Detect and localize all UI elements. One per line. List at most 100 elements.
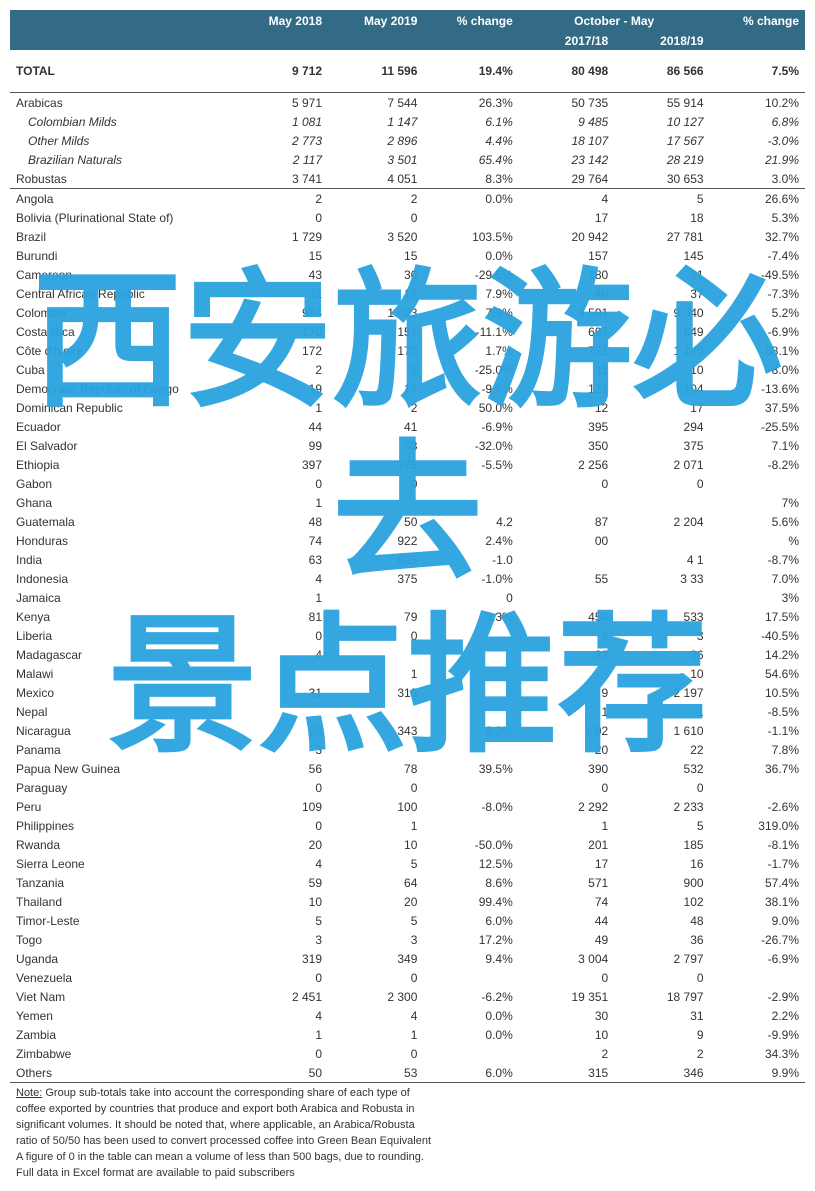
table-row: Yemen440.0%30312.2% bbox=[10, 1006, 805, 1025]
row-value bbox=[423, 778, 518, 797]
row-value: -11.1% bbox=[423, 322, 518, 341]
row-label: Kenya bbox=[10, 607, 233, 626]
row-value: 9 485 bbox=[519, 112, 614, 131]
row-value: 2 bbox=[328, 360, 423, 379]
row-value: 86 566 bbox=[614, 50, 709, 93]
row-value: 1 147 bbox=[328, 112, 423, 131]
row-value: 1 bbox=[328, 1025, 423, 1044]
row-value bbox=[519, 588, 614, 607]
row-value: 175 bbox=[328, 341, 423, 360]
row-value: 74 bbox=[519, 892, 614, 911]
row-value: 36 bbox=[614, 930, 709, 949]
row-value: 349 bbox=[328, 949, 423, 968]
row-value: 0 bbox=[328, 968, 423, 987]
table-row: Brazil1 7293 520103.5%20 94227 78132.7% bbox=[10, 227, 805, 246]
row-value: 7 544 bbox=[328, 93, 423, 113]
row-value: 37 bbox=[614, 284, 709, 303]
row-value: 50 735 bbox=[519, 93, 614, 113]
row-value: 4 bbox=[519, 189, 614, 209]
row-value: -9.9% bbox=[710, 1025, 805, 1044]
row-value: 1 610 bbox=[614, 721, 709, 740]
table-row: TOTAL9 71211 59619.4%80 49886 5667.5% bbox=[10, 50, 805, 93]
row-label: El Salvador bbox=[10, 436, 233, 455]
row-value: 12 bbox=[328, 284, 423, 303]
table-row: Angola220.0%4526.6% bbox=[10, 189, 805, 209]
row-label: Tanzania bbox=[10, 873, 233, 892]
row-value bbox=[423, 702, 518, 721]
row-label: Brazil bbox=[10, 227, 233, 246]
row-value: 2 071 bbox=[614, 455, 709, 474]
row-value: 0 bbox=[328, 1044, 423, 1063]
row-value: 36.7% bbox=[710, 759, 805, 778]
row-value: 145 bbox=[614, 246, 709, 265]
row-value bbox=[328, 493, 423, 512]
row-value: 22 bbox=[614, 740, 709, 759]
row-value: 18 bbox=[614, 208, 709, 227]
row-value: 21.9% bbox=[710, 150, 805, 169]
footnote-text: ratio of 50/50 has been used to convert … bbox=[10, 1133, 805, 1149]
row-value: 10 bbox=[233, 892, 328, 911]
row-value: 81 bbox=[233, 607, 328, 626]
row-value: 0 bbox=[614, 778, 709, 797]
row-value: 16 bbox=[614, 854, 709, 873]
row-value: 4 bbox=[233, 569, 328, 588]
row-value: 4 051 bbox=[328, 169, 423, 189]
row-value: 3 bbox=[233, 740, 328, 759]
row-value: 170 bbox=[233, 322, 328, 341]
row-label: Liberia bbox=[10, 626, 233, 645]
row-label: India bbox=[10, 550, 233, 569]
table-row: Jamaica103% bbox=[10, 588, 805, 607]
row-value: 2 797 bbox=[614, 949, 709, 968]
row-value: 100 bbox=[328, 797, 423, 816]
row-value: -8.5% bbox=[710, 702, 805, 721]
row-value bbox=[423, 645, 518, 664]
row-value: 48 bbox=[614, 911, 709, 930]
row-value: 109 bbox=[233, 797, 328, 816]
row-value: 7.1% bbox=[710, 436, 805, 455]
row-label: Uganda bbox=[10, 949, 233, 968]
row-value: 80 498 bbox=[519, 50, 614, 93]
row-label: Togo bbox=[10, 930, 233, 949]
row-value: 57.4% bbox=[710, 873, 805, 892]
row-value: -49.5% bbox=[710, 265, 805, 284]
row-value: 1 bbox=[233, 588, 328, 607]
row-value: -2.6% bbox=[710, 797, 805, 816]
row-value: 91 bbox=[614, 265, 709, 284]
row-value bbox=[710, 474, 805, 493]
row-value: 10 bbox=[328, 835, 423, 854]
row-value: 2.4% bbox=[423, 531, 518, 550]
table-row: Costa Rica170151-11.1%697649-6.9% bbox=[10, 322, 805, 341]
row-value: 0.0% bbox=[423, 246, 518, 265]
row-value: 1 bbox=[614, 702, 709, 721]
row-value: -1.0% bbox=[423, 569, 518, 588]
row-value: 102 bbox=[614, 892, 709, 911]
col-pct-change-period: % change bbox=[710, 10, 805, 32]
row-value: 319 bbox=[233, 949, 328, 968]
sub-header-row: 2017/18 2018/19 bbox=[10, 32, 805, 50]
row-value: 9.9% bbox=[710, 1063, 805, 1083]
row-value bbox=[423, 474, 518, 493]
table-row: Viet Nam2 4512 300-6.2%19 35118 797-2.9% bbox=[10, 987, 805, 1006]
table-row: Colombian Milds1 0811 1476.1%9 48510 127… bbox=[10, 112, 805, 131]
row-value: 15 bbox=[233, 246, 328, 265]
row-value bbox=[423, 1044, 518, 1063]
row-value bbox=[328, 645, 423, 664]
row-value: 319.0% bbox=[710, 816, 805, 835]
row-label: Costa Rica bbox=[10, 322, 233, 341]
row-value: 50.0% bbox=[423, 398, 518, 417]
row-value: 5.3% bbox=[710, 208, 805, 227]
row-label: Cuba bbox=[10, 360, 233, 379]
row-value: 17.5% bbox=[710, 607, 805, 626]
row-value: 5 bbox=[614, 189, 709, 209]
row-value: 0.2% bbox=[423, 721, 518, 740]
row-value: 390 bbox=[519, 759, 614, 778]
row-value: -32.0% bbox=[423, 436, 518, 455]
row-value: 55 914 bbox=[614, 93, 709, 113]
row-value: 14.2% bbox=[710, 645, 805, 664]
row-value: 50 bbox=[233, 1063, 328, 1083]
row-value: 7.3% bbox=[423, 303, 518, 322]
row-value: 343 bbox=[328, 721, 423, 740]
table-row: Brazilian Naturals2 1173 50165.4%23 1422… bbox=[10, 150, 805, 169]
row-value: 1 bbox=[328, 664, 423, 683]
row-value: 375 bbox=[328, 569, 423, 588]
